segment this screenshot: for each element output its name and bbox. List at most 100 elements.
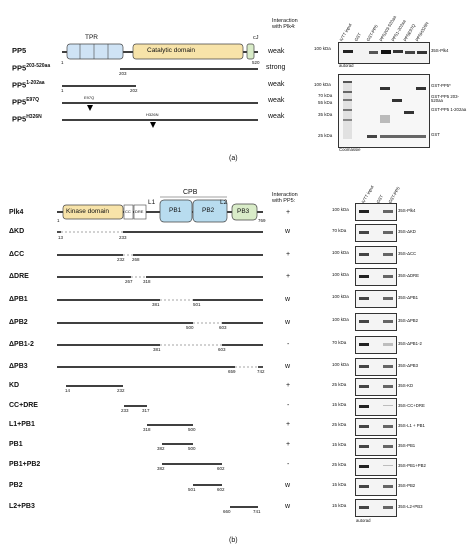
tick: 660	[223, 509, 231, 514]
dre-domain	[133, 204, 147, 220]
cc-label: CC	[125, 209, 131, 214]
plk4-domain-diagram	[57, 196, 263, 508]
marker: 70 kDa	[332, 228, 347, 233]
tick: 382	[157, 446, 165, 451]
band-label: GST-PP5 203-520aa	[431, 94, 459, 104]
band-label: 35S-PB1	[398, 443, 416, 448]
interaction-sign: -	[287, 461, 290, 468]
blot-strip	[355, 203, 397, 221]
interaction-sign: +	[286, 251, 291, 258]
interaction-value: weak	[268, 81, 285, 88]
pb3-label: PB3	[237, 208, 250, 215]
construct-name: PP51-202aa	[12, 80, 45, 90]
pb2-label: PB2	[202, 207, 215, 214]
marker: 35 kDa	[318, 112, 333, 117]
interaction-sign: w	[285, 319, 291, 326]
blot-strip	[355, 418, 397, 436]
band-label: 35S-ΔPB3	[398, 363, 419, 368]
footer-autorad-b: autorad	[356, 518, 371, 523]
construct-name: ΔDRE	[9, 273, 29, 280]
tick-1: 1	[61, 60, 64, 65]
tick: 501	[193, 302, 201, 307]
mut-e97q: E97Q	[84, 95, 95, 100]
interaction-sign: +	[286, 441, 291, 448]
l1-label: L1	[148, 199, 156, 206]
lane-label: GST-PP5	[387, 185, 401, 205]
band-label: 35S-PB1+PB2	[398, 463, 426, 468]
tick: 602	[217, 466, 225, 471]
pb3-domain	[231, 203, 258, 221]
interaction-sign: -	[287, 402, 290, 409]
kinase-domain	[62, 204, 124, 220]
marker: 100 kDa	[332, 250, 349, 255]
band-label: 35S-L2+PB3	[398, 504, 423, 509]
cpb-label: CPB	[183, 189, 198, 196]
marker: 25 kDa	[332, 422, 347, 427]
construct-name: PB1+PB2	[9, 461, 41, 468]
construct-name: PB1	[9, 441, 23, 448]
pp5-domain-diagram	[62, 43, 258, 128]
lane-label: IVTT input	[338, 22, 353, 43]
marker: 15 kDa	[332, 442, 347, 447]
tick: 500	[188, 427, 196, 432]
marker: 15 kDa	[332, 482, 347, 487]
tick: 233	[119, 235, 127, 240]
band-label: 35S-ΔKD	[398, 229, 416, 234]
dre-label: DRE	[135, 209, 144, 214]
marker: 70 kDa	[318, 93, 333, 98]
band-label: 35S-ΔCC	[398, 251, 417, 256]
band-label: 35S-ΔPB1-2	[398, 341, 422, 346]
cj-label: cJ	[253, 35, 259, 41]
interaction-header-b: Interaction with PP5:	[272, 192, 298, 205]
blot-strip	[355, 398, 397, 416]
band-label: 35S-PB2	[398, 483, 416, 488]
construct-name: L1+PB1	[9, 421, 35, 428]
tick: 742	[257, 369, 265, 374]
blot-strip	[355, 499, 397, 517]
interaction-header-a: Interaction with Plk4:	[272, 18, 298, 31]
caption-a: (a)	[229, 155, 238, 162]
catalytic-label: Catalytic domain	[147, 47, 196, 54]
interaction-value: weak	[268, 48, 285, 55]
marker: 25 kDa	[332, 462, 347, 467]
interaction-value: weak	[268, 97, 285, 104]
tick: 500	[188, 446, 196, 451]
construct-name: PP5H326N	[12, 114, 42, 124]
tick: 268	[132, 257, 140, 262]
band-label: GST-PP5 1-202aa	[431, 107, 467, 112]
tick: 233	[121, 408, 129, 413]
marker: 100 kDa	[332, 317, 349, 322]
tick: 318	[143, 279, 151, 284]
construct-name: PP5203-520aa	[12, 63, 51, 73]
footer-coomassie: Coomassie	[339, 147, 361, 152]
construct-name: ΔPB3	[9, 363, 28, 370]
interaction-sign: w	[285, 228, 291, 235]
pb1-domain	[159, 199, 193, 223]
band-label: GST-PP5*	[431, 83, 451, 88]
tick: 741	[253, 509, 261, 514]
interaction-sign: +	[286, 273, 291, 280]
tick-1b: 1	[61, 88, 64, 93]
tick: 267	[125, 279, 133, 284]
tick: 382	[157, 466, 165, 471]
interaction-sign: w	[285, 363, 291, 370]
interaction-sign: w	[285, 503, 291, 510]
band-label: 35S-ΔDRE	[398, 273, 420, 278]
marker: 100 kDa	[332, 272, 349, 277]
marker: 15 kDa	[332, 402, 347, 407]
marker: 100 kDa	[332, 362, 349, 367]
marker: 100 kDa	[314, 82, 331, 87]
blot-strip	[355, 378, 397, 396]
interaction-sign: +	[286, 382, 291, 389]
tick-520: 520	[252, 60, 260, 65]
interaction-sign: w	[285, 482, 291, 489]
band-label: 35S-L1 + PB1	[398, 423, 425, 428]
tick: 603	[219, 325, 227, 330]
band-label: 35S-CC+DRE	[398, 403, 425, 408]
kinase-label: Kinase domain	[66, 208, 109, 215]
marker: 55 kDa	[318, 100, 333, 105]
marker: 15 kDa	[332, 503, 347, 508]
marker-a-top: 100 kDa	[314, 46, 331, 51]
tick-769: 769	[258, 218, 266, 223]
catalytic-domain	[132, 43, 244, 60]
